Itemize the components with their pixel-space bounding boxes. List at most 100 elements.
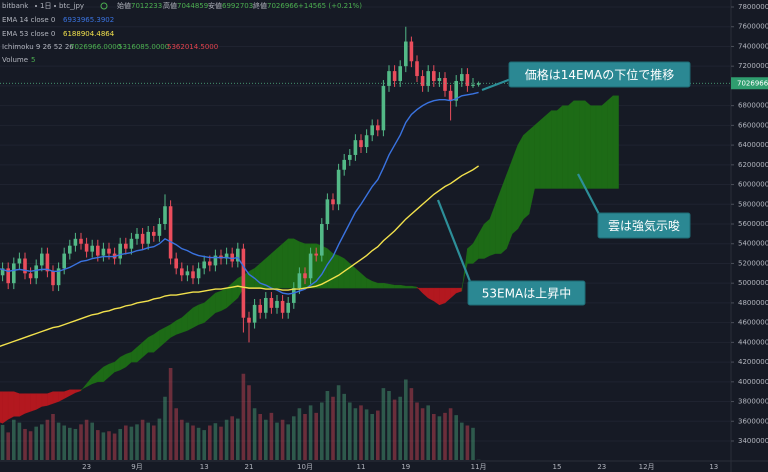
x-tick-label: 13 [200, 463, 209, 471]
volume-bar [79, 424, 83, 460]
volume-bar [73, 428, 78, 460]
candle-body [398, 66, 402, 81]
cloud-segment [19, 393, 26, 417]
y-tick-label: 5600000 [738, 220, 768, 228]
volume-bar [376, 410, 380, 460]
volume-bar [28, 431, 33, 460]
volume-bar [135, 424, 139, 460]
volume-bar [409, 388, 414, 460]
candle-body [56, 268, 61, 286]
cloud-segment [192, 304, 199, 328]
candle-body [6, 268, 10, 284]
candle-body [336, 169, 341, 205]
volume-bar [219, 426, 223, 460]
candle-body [241, 248, 246, 318]
exchange: bitbank [2, 2, 29, 10]
cloud-layer [0, 95, 619, 424]
cloud-segment [405, 285, 412, 289]
cloud-segment [562, 105, 569, 189]
annotation-pointer [436, 199, 473, 285]
cloud-segment [523, 129, 530, 220]
candle-body [432, 71, 436, 81]
volume-bar [460, 422, 464, 460]
annotation-text: 価格は14EMAの下位で推移 [525, 67, 674, 82]
y-tick-label: 5200000 [738, 259, 768, 267]
volume-layer [0, 368, 481, 460]
y-tick-label: 6400000 [738, 141, 768, 149]
cloud-segment [147, 334, 155, 353]
cloud-segment [601, 100, 608, 189]
legend-ichimoku-value: 5362014.5000 [167, 43, 218, 51]
open-label: 始値 [117, 1, 131, 10]
x-tick-label: 10月 [297, 463, 313, 471]
volume-bar [129, 426, 134, 460]
cloud-segment [584, 100, 591, 189]
cloud-segment [282, 238, 289, 289]
volume-bar [392, 399, 397, 460]
volume-bar [180, 419, 184, 460]
volume-bar [196, 427, 201, 460]
volume-bar [353, 408, 358, 460]
candle-body [387, 71, 391, 86]
candle-body [0, 268, 5, 276]
open-value: 7012233 [131, 2, 162, 10]
volume-bar [118, 428, 122, 460]
candle-body [264, 297, 268, 313]
volume-bar [415, 402, 419, 460]
cloud-segment [288, 238, 294, 289]
cloud-segment [551, 110, 558, 189]
cloud-segment [506, 159, 513, 249]
volume-bar [398, 396, 402, 460]
candle-body [342, 159, 346, 170]
candle-body [45, 253, 50, 272]
volume-bar [185, 422, 190, 460]
volume-bar [364, 409, 369, 460]
candle-body [359, 140, 363, 148]
cloud-segment [517, 134, 524, 230]
candle-body [28, 273, 33, 279]
candle-body [471, 84, 475, 86]
indicator-line [0, 165, 479, 347]
cloud-segment [2, 391, 9, 424]
x-tick-label: 21 [245, 463, 254, 471]
candle-body [465, 74, 470, 86]
line-layer [0, 82, 730, 347]
volume-bar [96, 430, 100, 460]
volume-bar [336, 385, 341, 460]
candle-body [174, 258, 178, 269]
candle-body [325, 199, 330, 225]
cloud-segment [0, 391, 3, 424]
candle-body [101, 248, 106, 256]
candle-body [286, 302, 290, 313]
cloud-segment [596, 105, 602, 189]
price-label: 7026966 [737, 79, 768, 87]
volume-bar [146, 422, 150, 460]
candle-body [208, 261, 212, 266]
x-tick-label: 11月 [471, 463, 487, 471]
volume-bar [213, 423, 218, 460]
volume-bar [420, 408, 425, 460]
volume-bar [465, 425, 470, 460]
low-value: 6992703 [222, 2, 253, 10]
cloud-segment [13, 391, 20, 417]
volume-bar [112, 433, 117, 460]
cloud-segment [198, 302, 205, 325]
candle-body [40, 253, 44, 266]
volume-bar [152, 425, 156, 460]
legend-ema14: EMA 14 close 0 [2, 16, 55, 24]
candle-body [415, 61, 419, 77]
candle-body [23, 258, 27, 274]
candle-body [168, 206, 173, 259]
cloud-segment [568, 100, 574, 189]
candle-body [196, 268, 201, 279]
x-tick-label: 23 [82, 463, 91, 471]
y-tick-label: 4600000 [738, 319, 768, 327]
x-tick-label: 11 [357, 463, 366, 471]
price-label-bg [731, 77, 768, 90]
y-tick-label: 7200000 [738, 62, 768, 70]
y-tick-label: 3400000 [738, 437, 768, 445]
candle-body [381, 85, 386, 131]
volume-bar [208, 425, 212, 460]
separator [35, 5, 37, 7]
